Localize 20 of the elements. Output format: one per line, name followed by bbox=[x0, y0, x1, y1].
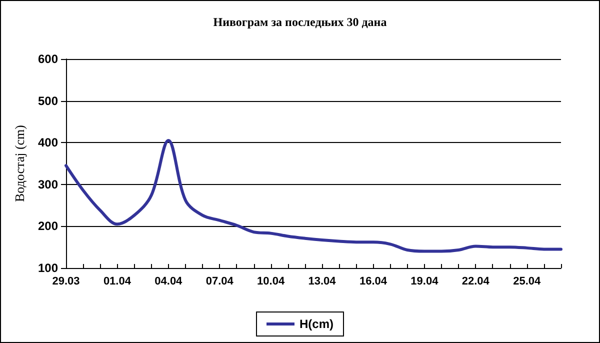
y-tick-label: 100 bbox=[38, 261, 58, 275]
x-tick-label: 13.04 bbox=[308, 276, 337, 288]
line-series bbox=[64, 139, 562, 253]
y-tick-label: 400 bbox=[38, 136, 58, 150]
y-axis-title: Водостај (cm) bbox=[12, 124, 27, 202]
y-tick-label: 200 bbox=[38, 219, 58, 234]
x-tick-label: 04.04 bbox=[154, 276, 184, 288]
legend-label: H(cm) bbox=[300, 317, 334, 331]
x-tick-label: 01.04 bbox=[103, 276, 132, 288]
y-tick-label: 500 bbox=[38, 94, 58, 108]
x-tick-label: 29.03 bbox=[52, 276, 80, 288]
y-tick-label: 600 bbox=[38, 52, 58, 66]
x-tick-label: 16.04 bbox=[359, 276, 388, 288]
x-tick-label: 25.04 bbox=[513, 276, 542, 288]
chart-title: Нивограм за последњих 30 дана bbox=[213, 15, 387, 29]
x-tick-label: 22.04 bbox=[462, 276, 490, 288]
y-tick-label: 300 bbox=[38, 177, 58, 192]
x-tick-label: 10.04 bbox=[257, 276, 286, 288]
x-tick-label: 07.04 bbox=[206, 276, 234, 288]
x-tick-label: 19.04 bbox=[410, 276, 440, 288]
